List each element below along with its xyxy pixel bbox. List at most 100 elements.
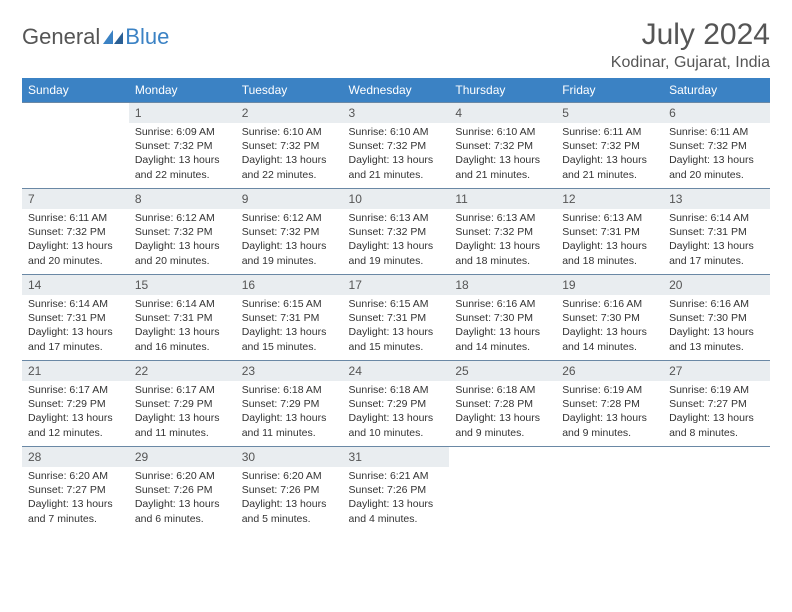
sunrise-line: Sunrise: 6:17 AM: [28, 383, 123, 397]
daylight-line: Daylight: 13 hours and 20 minutes.: [669, 153, 764, 181]
day-info: Sunrise: 6:13 AMSunset: 7:32 PMDaylight:…: [343, 209, 450, 272]
day-info: Sunrise: 6:18 AMSunset: 7:28 PMDaylight:…: [449, 381, 556, 444]
day-info: Sunrise: 6:15 AMSunset: 7:31 PMDaylight:…: [343, 295, 450, 358]
day-info: Sunrise: 6:10 AMSunset: 7:32 PMDaylight:…: [343, 123, 450, 186]
day-number: 8: [129, 189, 236, 209]
daylight-line: Daylight: 13 hours and 21 minutes.: [349, 153, 444, 181]
sunset-line: Sunset: 7:30 PM: [669, 311, 764, 325]
calendar-cell: 12Sunrise: 6:13 AMSunset: 7:31 PMDayligh…: [556, 189, 663, 275]
sunrise-line: Sunrise: 6:09 AM: [135, 125, 230, 139]
daylight-line: Daylight: 13 hours and 21 minutes.: [455, 153, 550, 181]
sunrise-line: Sunrise: 6:11 AM: [669, 125, 764, 139]
logo-sail-icon: [103, 30, 123, 44]
daylight-line: Daylight: 13 hours and 7 minutes.: [28, 497, 123, 525]
day-number: 5: [556, 103, 663, 123]
sunset-line: Sunset: 7:26 PM: [242, 483, 337, 497]
daylight-line: Daylight: 13 hours and 9 minutes.: [455, 411, 550, 439]
daylight-line: Daylight: 13 hours and 10 minutes.: [349, 411, 444, 439]
day-number: 26: [556, 361, 663, 381]
calendar-cell: [556, 447, 663, 533]
calendar-cell: [22, 103, 129, 189]
day-info: Sunrise: 6:20 AMSunset: 7:26 PMDaylight:…: [129, 467, 236, 530]
day-info: Sunrise: 6:14 AMSunset: 7:31 PMDaylight:…: [22, 295, 129, 358]
day-number: 29: [129, 447, 236, 467]
calendar-week: 7Sunrise: 6:11 AMSunset: 7:32 PMDaylight…: [22, 189, 770, 275]
day-info: Sunrise: 6:17 AMSunset: 7:29 PMDaylight:…: [22, 381, 129, 444]
calendar-cell: 31Sunrise: 6:21 AMSunset: 7:26 PMDayligh…: [343, 447, 450, 533]
day-info: Sunrise: 6:18 AMSunset: 7:29 PMDaylight:…: [343, 381, 450, 444]
sunset-line: Sunset: 7:32 PM: [135, 225, 230, 239]
calendar-cell: [663, 447, 770, 533]
day-number: 19: [556, 275, 663, 295]
day-number: 28: [22, 447, 129, 467]
sunrise-line: Sunrise: 6:12 AM: [242, 211, 337, 225]
day-number: 6: [663, 103, 770, 123]
sunrise-line: Sunrise: 6:17 AM: [135, 383, 230, 397]
location: Kodinar, Gujarat, India: [611, 54, 770, 72]
day-info: Sunrise: 6:13 AMSunset: 7:32 PMDaylight:…: [449, 209, 556, 272]
day-number: 15: [129, 275, 236, 295]
calendar-cell: 5Sunrise: 6:11 AMSunset: 7:32 PMDaylight…: [556, 103, 663, 189]
sunrise-line: Sunrise: 6:21 AM: [349, 469, 444, 483]
day-header: Saturday: [663, 78, 770, 103]
sunrise-line: Sunrise: 6:12 AM: [135, 211, 230, 225]
sunrise-line: Sunrise: 6:14 AM: [28, 297, 123, 311]
sunrise-line: Sunrise: 6:15 AM: [349, 297, 444, 311]
daylight-line: Daylight: 13 hours and 22 minutes.: [242, 153, 337, 181]
calendar-cell: 30Sunrise: 6:20 AMSunset: 7:26 PMDayligh…: [236, 447, 343, 533]
calendar-cell: 10Sunrise: 6:13 AMSunset: 7:32 PMDayligh…: [343, 189, 450, 275]
sunset-line: Sunset: 7:31 PM: [242, 311, 337, 325]
logo-text-blue: Blue: [125, 24, 169, 50]
day-info: Sunrise: 6:09 AMSunset: 7:32 PMDaylight:…: [129, 123, 236, 186]
day-header: Monday: [129, 78, 236, 103]
calendar-week: 14Sunrise: 6:14 AMSunset: 7:31 PMDayligh…: [22, 275, 770, 361]
calendar-table: SundayMondayTuesdayWednesdayThursdayFrid…: [22, 78, 770, 533]
day-number: 11: [449, 189, 556, 209]
day-info: Sunrise: 6:17 AMSunset: 7:29 PMDaylight:…: [129, 381, 236, 444]
sunrise-line: Sunrise: 6:14 AM: [669, 211, 764, 225]
day-info: Sunrise: 6:19 AMSunset: 7:27 PMDaylight:…: [663, 381, 770, 444]
calendar-cell: 9Sunrise: 6:12 AMSunset: 7:32 PMDaylight…: [236, 189, 343, 275]
month-title: July 2024: [611, 18, 770, 52]
sunrise-line: Sunrise: 6:10 AM: [455, 125, 550, 139]
logo-text-general: General: [22, 24, 100, 50]
day-header: Wednesday: [343, 78, 450, 103]
day-info: Sunrise: 6:14 AMSunset: 7:31 PMDaylight:…: [663, 209, 770, 272]
sunset-line: Sunset: 7:30 PM: [455, 311, 550, 325]
sunrise-line: Sunrise: 6:11 AM: [562, 125, 657, 139]
day-info: Sunrise: 6:20 AMSunset: 7:27 PMDaylight:…: [22, 467, 129, 530]
day-number: 21: [22, 361, 129, 381]
day-number: 25: [449, 361, 556, 381]
sunset-line: Sunset: 7:32 PM: [455, 139, 550, 153]
sunrise-line: Sunrise: 6:13 AM: [455, 211, 550, 225]
sunrise-line: Sunrise: 6:20 AM: [242, 469, 337, 483]
sunset-line: Sunset: 7:26 PM: [349, 483, 444, 497]
calendar-cell: 25Sunrise: 6:18 AMSunset: 7:28 PMDayligh…: [449, 361, 556, 447]
calendar-cell: 22Sunrise: 6:17 AMSunset: 7:29 PMDayligh…: [129, 361, 236, 447]
sunset-line: Sunset: 7:30 PM: [562, 311, 657, 325]
day-info: Sunrise: 6:10 AMSunset: 7:32 PMDaylight:…: [236, 123, 343, 186]
sunset-line: Sunset: 7:32 PM: [349, 225, 444, 239]
day-info: Sunrise: 6:13 AMSunset: 7:31 PMDaylight:…: [556, 209, 663, 272]
calendar-cell: 14Sunrise: 6:14 AMSunset: 7:31 PMDayligh…: [22, 275, 129, 361]
calendar-cell: 8Sunrise: 6:12 AMSunset: 7:32 PMDaylight…: [129, 189, 236, 275]
calendar-cell: 19Sunrise: 6:16 AMSunset: 7:30 PMDayligh…: [556, 275, 663, 361]
sunrise-line: Sunrise: 6:18 AM: [242, 383, 337, 397]
calendar-week: 28Sunrise: 6:20 AMSunset: 7:27 PMDayligh…: [22, 447, 770, 533]
sunrise-line: Sunrise: 6:18 AM: [455, 383, 550, 397]
sunrise-line: Sunrise: 6:16 AM: [455, 297, 550, 311]
title-block: July 2024 Kodinar, Gujarat, India: [611, 18, 770, 72]
day-info: Sunrise: 6:16 AMSunset: 7:30 PMDaylight:…: [556, 295, 663, 358]
calendar-cell: 6Sunrise: 6:11 AMSunset: 7:32 PMDaylight…: [663, 103, 770, 189]
calendar-cell: 18Sunrise: 6:16 AMSunset: 7:30 PMDayligh…: [449, 275, 556, 361]
calendar-cell: 11Sunrise: 6:13 AMSunset: 7:32 PMDayligh…: [449, 189, 556, 275]
calendar-cell: 26Sunrise: 6:19 AMSunset: 7:28 PMDayligh…: [556, 361, 663, 447]
sunrise-line: Sunrise: 6:14 AM: [135, 297, 230, 311]
calendar-cell: 20Sunrise: 6:16 AMSunset: 7:30 PMDayligh…: [663, 275, 770, 361]
day-info: Sunrise: 6:12 AMSunset: 7:32 PMDaylight:…: [236, 209, 343, 272]
sunset-line: Sunset: 7:31 PM: [349, 311, 444, 325]
sunset-line: Sunset: 7:27 PM: [669, 397, 764, 411]
sunrise-line: Sunrise: 6:20 AM: [135, 469, 230, 483]
day-number: 27: [663, 361, 770, 381]
sunrise-line: Sunrise: 6:16 AM: [562, 297, 657, 311]
